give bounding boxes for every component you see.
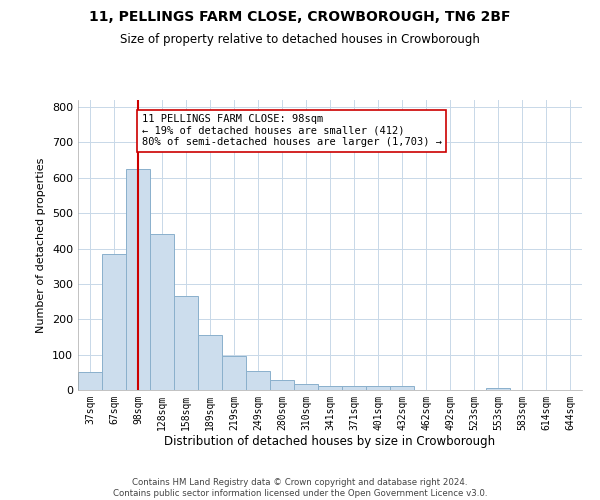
Bar [390,386,414,390]
Bar [126,169,150,390]
Bar [366,386,390,390]
Bar [318,386,342,390]
Bar [270,380,294,390]
Bar [246,370,270,390]
Text: Size of property relative to detached houses in Crowborough: Size of property relative to detached ho… [120,32,480,46]
Bar [342,386,366,390]
Bar [150,234,174,390]
Bar [486,388,510,390]
Bar [222,356,246,390]
Text: 11, PELLINGS FARM CLOSE, CROWBOROUGH, TN6 2BF: 11, PELLINGS FARM CLOSE, CROWBOROUGH, TN… [89,10,511,24]
Bar [294,384,318,390]
Bar [102,254,126,390]
Bar [174,296,198,390]
Text: 11 PELLINGS FARM CLOSE: 98sqm
← 19% of detached houses are smaller (412)
80% of : 11 PELLINGS FARM CLOSE: 98sqm ← 19% of d… [142,114,442,148]
Bar [198,335,222,390]
Y-axis label: Number of detached properties: Number of detached properties [37,158,46,332]
Text: Contains HM Land Registry data © Crown copyright and database right 2024.
Contai: Contains HM Land Registry data © Crown c… [113,478,487,498]
Bar [78,372,102,390]
Text: Distribution of detached houses by size in Crowborough: Distribution of detached houses by size … [164,435,496,448]
